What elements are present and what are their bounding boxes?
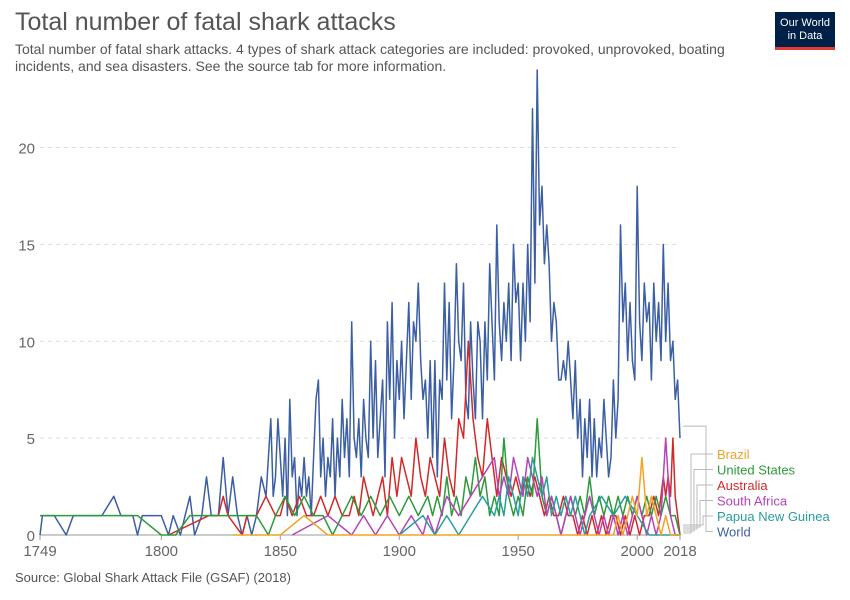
x-tick-label: 1850: [264, 543, 297, 560]
legend-connector: [683, 484, 713, 530]
chart-subtitle: Total number of fatal shark attacks. 4 t…: [15, 41, 725, 74]
legend-label-australia: Australia: [717, 478, 768, 493]
y-tick-label: 10: [18, 334, 35, 351]
legend-connector: [683, 469, 713, 532]
series-line-australia: [168, 340, 681, 536]
legend-connector: [683, 453, 713, 534]
series-line-papua-new-guinea: [398, 456, 680, 536]
logo-line-2: in Data: [787, 30, 823, 42]
logo-line-1: Our World: [780, 17, 830, 29]
y-tick-label: 5: [27, 431, 35, 448]
x-tick-label: 1749: [23, 543, 56, 560]
legend-label-world: World: [717, 525, 751, 540]
legend-connector: [683, 425, 713, 532]
source-note[interactable]: Source: Global Shark Attack File (GSAF) …: [15, 570, 291, 585]
y-tick-label: 15: [18, 237, 35, 254]
legend-connector: [683, 500, 713, 528]
legend-label-papua-new-guinea: Papua New Guinea: [717, 509, 831, 524]
legend-label-united-states: United States: [717, 463, 796, 478]
series-line-brazil: [232, 456, 680, 536]
series-line-south-africa: [291, 437, 680, 536]
y-tick-label: 0: [27, 528, 35, 545]
x-tick-label: 1800: [145, 543, 178, 560]
legend-label-south-africa: South Africa: [717, 494, 788, 509]
x-tick-label: 1950: [502, 543, 535, 560]
y-tick-label: 20: [18, 141, 35, 158]
chart-title: Total number of fatal shark attacks: [15, 8, 396, 36]
series-line-world: [39, 69, 681, 536]
legend-connector: [683, 515, 713, 526]
x-tick-label: 2000: [620, 543, 653, 560]
x-tick-label: 2018: [663, 543, 696, 560]
series-line-united-states: [40, 418, 681, 536]
x-tick-label: 1900: [383, 543, 416, 560]
legend-label-brazil: Brazil: [717, 447, 750, 462]
owid-logo[interactable]: Our World in Data: [775, 12, 835, 50]
